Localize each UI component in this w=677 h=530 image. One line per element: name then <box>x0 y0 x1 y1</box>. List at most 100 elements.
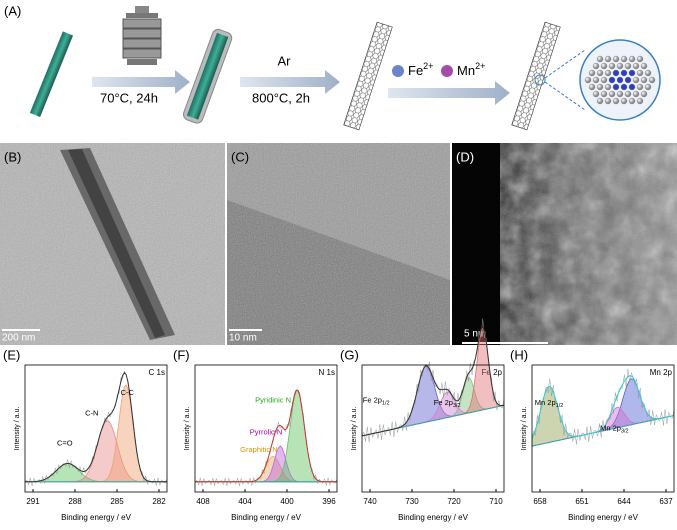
peak-label: Pyridinic N <box>255 396 291 405</box>
y-axis-label: Intensity / a.u. <box>184 407 191 451</box>
atom <box>640 76 648 84</box>
atom <box>584 76 592 84</box>
atom <box>592 76 600 84</box>
atom <box>604 97 612 105</box>
atom <box>596 69 604 77</box>
panel-label: (C) <box>231 149 249 164</box>
atom-lattice <box>584 55 656 105</box>
peak-label: Mn 2p3/2 <box>600 423 629 434</box>
x-tick-label: 408 <box>196 497 210 506</box>
x-tick-label: 740 <box>363 497 377 506</box>
y-axis-label: Intensity / a.u. <box>351 407 358 451</box>
envelope <box>531 375 675 439</box>
peak-label: C-C <box>121 388 135 397</box>
peak-label: Pyrrolic N <box>250 427 283 436</box>
step-label: 70°C, 24h <box>100 90 158 105</box>
atom <box>600 90 608 98</box>
atom <box>592 62 600 70</box>
scale-label: 5 nm <box>464 329 486 340</box>
region-label: C 1s <box>149 368 165 377</box>
x-axis-label: Binding energy / eV <box>398 513 468 522</box>
peak-label: Graphitic N <box>240 445 278 454</box>
atom <box>596 83 604 91</box>
peak-label: Fe 2p3/2 <box>434 398 461 409</box>
atom <box>628 83 636 91</box>
peak-label: C=O <box>57 439 73 448</box>
nanotube <box>343 21 393 131</box>
region-label: Fe 2p <box>482 368 503 377</box>
plot-frame <box>194 364 338 493</box>
x-axis-label: Binding energy / eV <box>61 513 131 522</box>
atom <box>640 90 648 98</box>
atom <box>636 83 644 91</box>
arrow <box>92 70 190 94</box>
x-axis-label: Binding energy / eV <box>568 513 638 522</box>
atom <box>612 69 620 77</box>
coated-rod <box>182 28 233 124</box>
atom <box>612 97 620 105</box>
atom <box>644 69 652 77</box>
x-tick-label: 637 <box>659 497 673 506</box>
atom <box>624 90 632 98</box>
atom <box>632 90 640 98</box>
x-tick-label: 651 <box>575 497 589 506</box>
raw-data <box>194 389 338 487</box>
scale-label: 200 nm <box>2 333 35 344</box>
weight-icon <box>122 6 162 65</box>
raw-data <box>361 318 505 443</box>
x-tick-label: 644 <box>617 497 631 506</box>
y-axis-label: Intensity / a.u. <box>14 407 21 451</box>
fe-ion <box>392 65 404 77</box>
atom <box>632 76 640 84</box>
peak-label: Fe 2p1/2 <box>363 396 390 407</box>
x-tick-label: 285 <box>110 497 124 506</box>
panel-label: (E) <box>3 347 20 362</box>
region-label: Mn 2p <box>650 368 673 377</box>
atom <box>604 69 612 77</box>
arrow <box>240 70 340 94</box>
spectra-row: (E) C 1s Intensity / a.u. Binding energy / … <box>3 318 675 522</box>
raw-data <box>24 370 168 487</box>
x-axis-label: Binding energy / eV <box>231 513 301 522</box>
atom <box>588 69 596 77</box>
zoom-circle <box>534 74 546 86</box>
panel-label: (B) <box>4 149 21 164</box>
atom <box>620 69 628 77</box>
atom <box>596 55 604 63</box>
plot-frame <box>361 364 505 493</box>
panel-label: (F) <box>173 347 190 362</box>
y-axis-label: Intensity / a.u. <box>521 407 528 451</box>
x-tick-label: 404 <box>238 497 252 506</box>
atom <box>632 62 640 70</box>
panel-label: (H) <box>510 347 528 362</box>
atom <box>616 62 624 70</box>
plot-frame <box>24 364 168 493</box>
region-label: N 1s <box>319 368 335 377</box>
atom <box>636 55 644 63</box>
x-tick-label: 730 <box>405 497 419 506</box>
gas-label: Ar <box>278 53 292 68</box>
atom <box>624 62 632 70</box>
x-tick-label: 720 <box>447 497 461 506</box>
step-label: 800°C, 2h <box>252 90 310 105</box>
envelope <box>195 389 337 483</box>
atom <box>588 83 596 91</box>
raw-data <box>531 368 675 445</box>
scale-label: 10 nm <box>229 333 257 344</box>
x-tick-label: 291 <box>26 497 40 506</box>
x-tick-label: 710 <box>489 497 503 506</box>
x-tick-label: 658 <box>533 497 547 506</box>
atom <box>624 76 632 84</box>
peak-label: Mn 2p1/2 <box>535 398 564 409</box>
atom <box>600 62 608 70</box>
plot-frame <box>531 364 675 493</box>
atom <box>648 76 656 84</box>
envelope <box>361 325 505 437</box>
atom <box>616 76 624 84</box>
panel-label: (D) <box>456 149 474 164</box>
atom <box>616 90 624 98</box>
atom <box>592 90 600 98</box>
atom <box>640 62 648 70</box>
micrograph: (C) 10 nm <box>227 143 450 345</box>
